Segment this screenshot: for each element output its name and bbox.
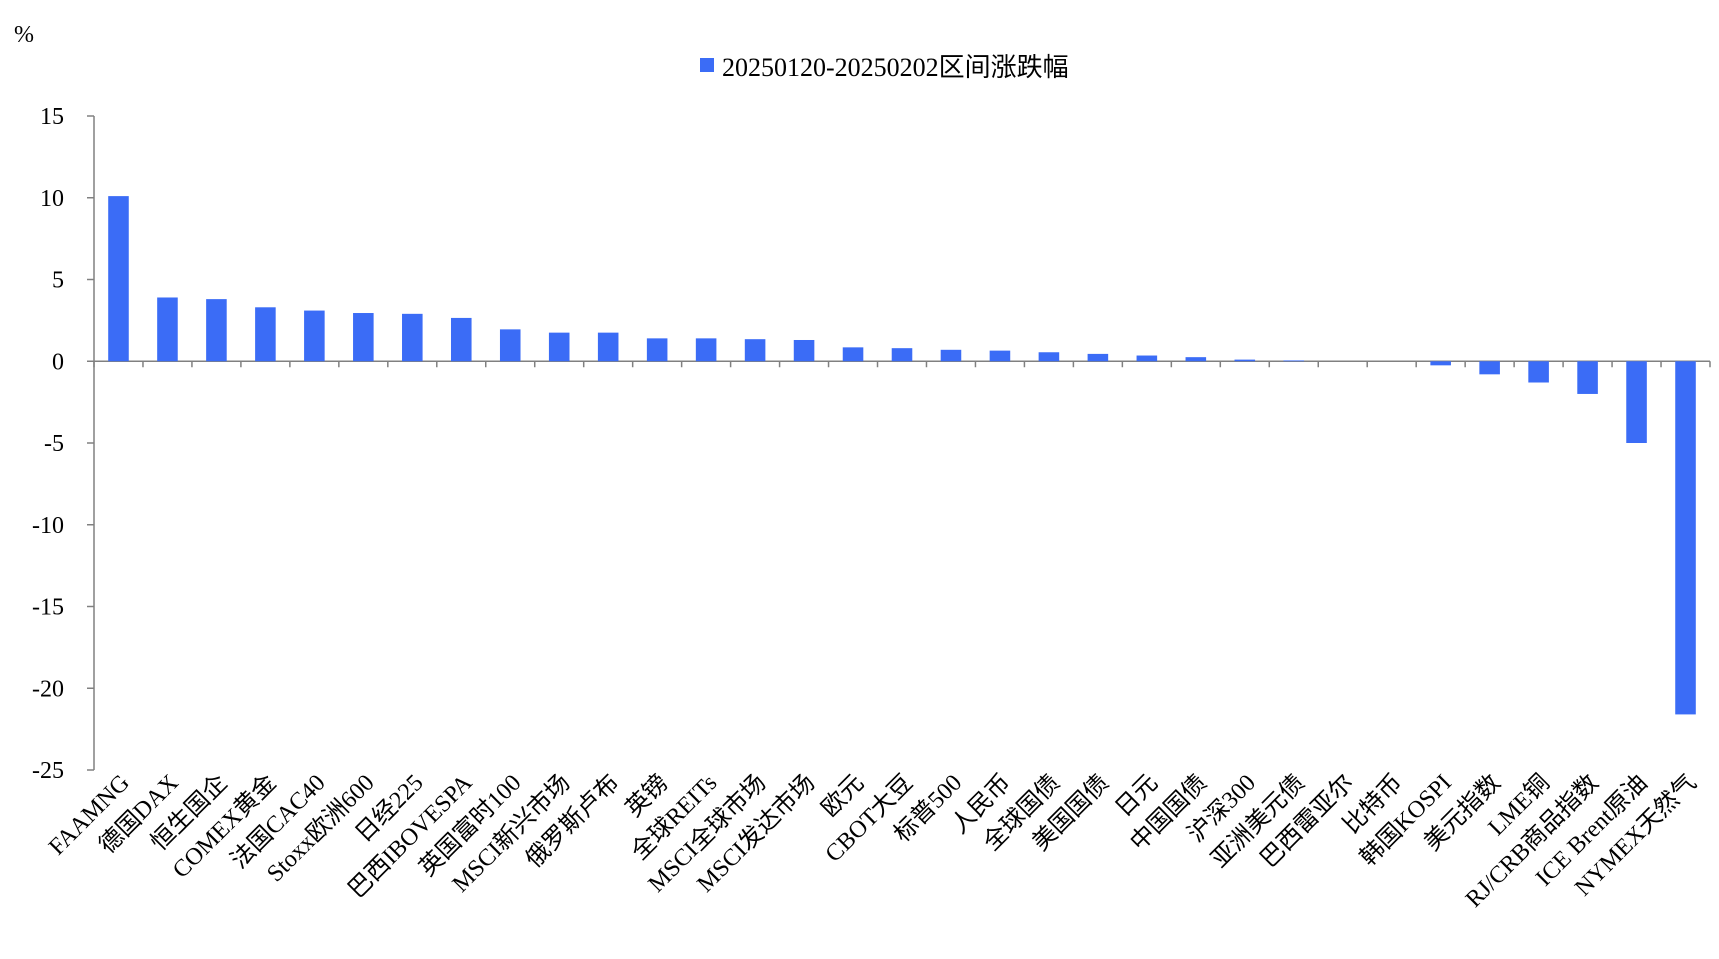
legend: 20250120-20250202区间涨跌幅 [700, 53, 1069, 82]
bar [402, 313, 423, 362]
bar [1577, 361, 1598, 394]
axes [93, 116, 1711, 770]
bar [353, 313, 374, 362]
bar [1283, 360, 1305, 362]
y-tick-label: 5 [52, 268, 64, 294]
bar [646, 338, 668, 362]
bar [793, 339, 815, 362]
y-tick-label: 0 [52, 349, 64, 375]
bar [1675, 361, 1696, 715]
legend-swatch [700, 58, 714, 72]
bar [1528, 361, 1549, 383]
bar [206, 299, 227, 362]
bar [891, 348, 913, 362]
bar [1234, 359, 1256, 362]
bar [1185, 357, 1207, 362]
bar [1087, 353, 1109, 362]
bar [255, 307, 276, 362]
bar [989, 350, 1011, 362]
legend-label: 20250120-20250202区间涨跌幅 [722, 53, 1069, 82]
y-tick-label: -25 [32, 758, 64, 784]
x-axis-labels: FAAMNG德国DAX恒生国企COMEX黄金法国CAC40Stoxx欧洲600日… [44, 769, 1702, 913]
y-unit-label: % [14, 22, 34, 48]
y-tick-label: 10 [40, 186, 64, 212]
y-tick-label: -10 [32, 513, 64, 539]
bar [157, 297, 178, 362]
bar [1626, 361, 1647, 443]
bar [1479, 361, 1500, 375]
y-tick-label: -15 [32, 595, 64, 621]
bar [304, 310, 325, 362]
y-tick-label: -20 [32, 676, 64, 702]
bar [597, 332, 619, 362]
bar [1430, 361, 1451, 366]
bar [499, 329, 521, 362]
y-tick-label: 15 [40, 104, 64, 130]
bar [940, 349, 962, 362]
bar [1038, 352, 1060, 362]
bars [108, 196, 1696, 715]
bar [450, 317, 472, 362]
bar [108, 196, 129, 362]
bar [695, 338, 717, 362]
bar [1136, 355, 1158, 362]
y-axis-ticks: 15 10 5 0 -5 -10 -15 -20 -25 [32, 104, 94, 784]
bar [548, 332, 570, 362]
y-tick-label: -5 [44, 431, 64, 457]
bar [842, 347, 864, 362]
bar [744, 339, 766, 362]
